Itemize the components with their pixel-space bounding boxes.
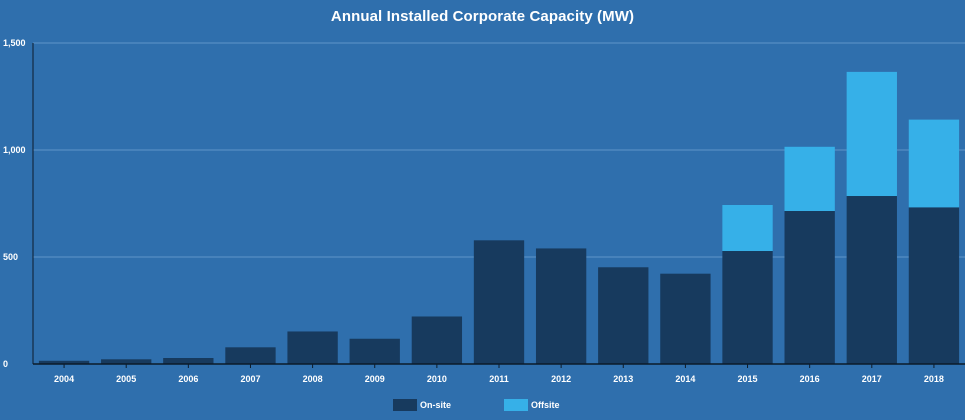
x-tick-label: 2016 bbox=[800, 374, 820, 384]
on-site-bar bbox=[225, 347, 276, 364]
x-tick-label: 2014 bbox=[675, 374, 695, 384]
legend-label-on-site: On-site bbox=[420, 400, 451, 410]
x-tick-label: 2007 bbox=[240, 374, 260, 384]
legend: On-site Offsite bbox=[393, 399, 560, 411]
x-tick-label: 2005 bbox=[116, 374, 136, 384]
label-layer: 0 500 1,000 1,500 2004 2005 2006 2007 2008 2009 20… bbox=[3, 38, 944, 384]
on-site-bar bbox=[473, 240, 525, 364]
on-site-bar bbox=[101, 359, 152, 364]
on-site-bar bbox=[722, 251, 773, 364]
on-site-bar bbox=[660, 273, 711, 364]
on-site-bar bbox=[349, 338, 400, 364]
legend-label-offsite: Offsite bbox=[531, 400, 560, 410]
on-site-bar bbox=[784, 210, 835, 364]
on-site-bar bbox=[38, 360, 90, 364]
y-tick-label: 1,000 bbox=[3, 145, 26, 155]
offsite-bar bbox=[722, 204, 773, 252]
y-tick-label: 500 bbox=[3, 252, 18, 262]
x-tick-label: 2011 bbox=[489, 374, 509, 384]
on-site-bar bbox=[598, 267, 649, 364]
y-tick-label: 1,500 bbox=[3, 38, 26, 48]
x-tick-label: 2006 bbox=[178, 374, 198, 384]
on-site-bar bbox=[287, 331, 338, 364]
x-tick-label: 2008 bbox=[303, 374, 323, 384]
legend-swatch-offsite bbox=[504, 399, 528, 411]
chart-title: Annual Installed Corporate Capacity (MW) bbox=[330, 8, 635, 25]
on-site-bar bbox=[535, 248, 587, 364]
axis-layer bbox=[32, 43, 965, 368]
x-tick-label: 2013 bbox=[613, 374, 633, 384]
on-site-bar bbox=[411, 316, 463, 364]
offsite-bar bbox=[784, 146, 835, 211]
x-tick-label: 2004 bbox=[54, 374, 74, 384]
x-tick-label: 2010 bbox=[427, 374, 447, 384]
on-site-bar bbox=[163, 358, 214, 364]
y-tick-label: 0 bbox=[3, 359, 8, 369]
offsite-bar bbox=[908, 119, 960, 208]
x-tick-label: 2018 bbox=[924, 374, 944, 384]
bar-layer bbox=[38, 71, 960, 364]
offsite-bar bbox=[846, 71, 897, 197]
on-site-bar bbox=[908, 207, 960, 364]
x-tick-label: 2009 bbox=[365, 374, 385, 384]
x-tick-label: 2012 bbox=[551, 374, 571, 384]
x-tick-label: 2017 bbox=[862, 374, 882, 384]
x-tick-label: 2015 bbox=[738, 374, 758, 384]
on-site-bar bbox=[846, 196, 897, 364]
legend-swatch-on-site bbox=[393, 399, 417, 411]
